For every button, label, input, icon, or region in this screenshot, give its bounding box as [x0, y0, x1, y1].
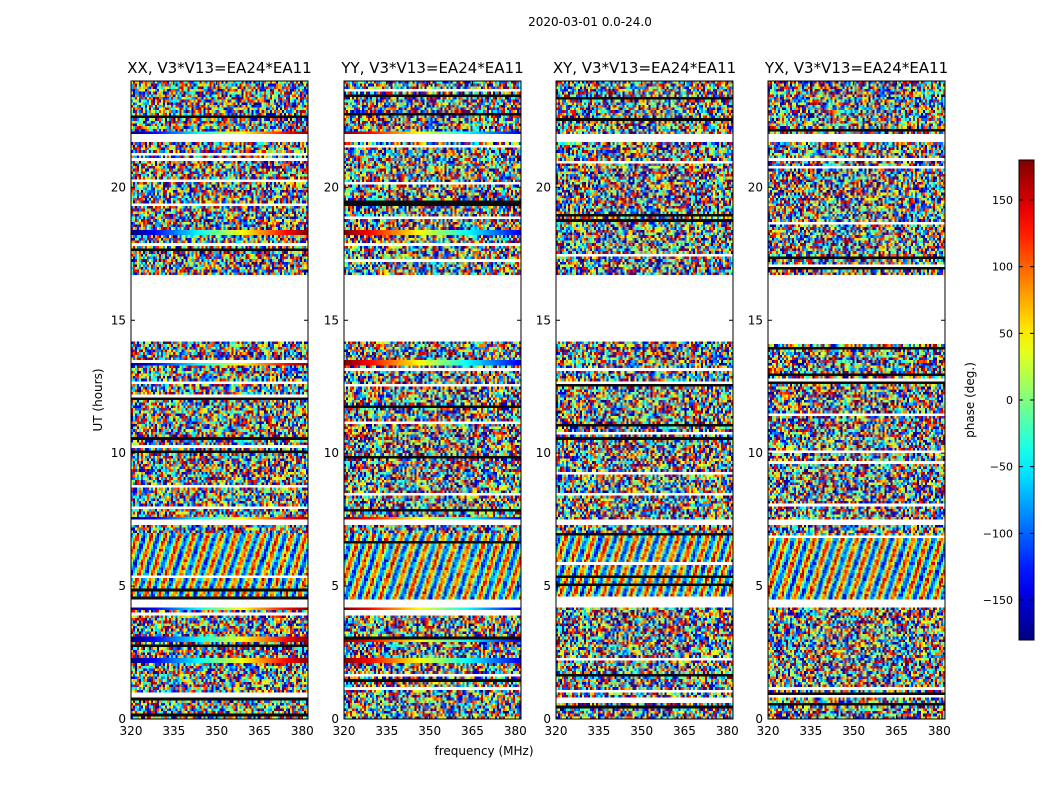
y-tick-label: 10	[324, 446, 339, 460]
y-tick-label: 0	[118, 712, 126, 726]
x-tick-label: 350	[205, 724, 228, 738]
panel-4-heatmap	[768, 81, 945, 719]
x-tick-label: 350	[418, 724, 441, 738]
x-tick-label: 320	[120, 724, 143, 738]
panel-1-frame	[130, 80, 309, 720]
y-tick-label: 5	[543, 579, 551, 593]
panel-2: YY, V3*V13=EA24*EA11 320 335 350 365 380 0 5 10 1…	[324, 59, 527, 738]
y-tick-label: 5	[331, 579, 339, 593]
panel-3-heatmap	[556, 81, 733, 719]
y-axis-label: UT (hours)	[91, 368, 105, 431]
x-tick-label: 335	[587, 724, 610, 738]
y-tick-label: 15	[748, 313, 763, 327]
colorbar-tick-label: −100	[983, 527, 1013, 540]
panel-1-title: XX, V3*V13=EA24*EA11	[127, 59, 311, 77]
panel-2-heatmap	[344, 81, 521, 719]
panel-3-title: XY, V3*V13=EA24*EA11	[553, 59, 736, 77]
y-tick-label: 10	[111, 446, 126, 460]
x-tick-label: 320	[545, 724, 568, 738]
panels-group: XX, V3*V13=EA24*EA11 320 335 350 365 380 0 5 10 1…	[111, 59, 951, 738]
y-tick-label: 5	[118, 579, 126, 593]
y-tick-label: 5	[755, 579, 763, 593]
colorbar: −150 −100 −50 0 50 100 150	[983, 159, 1035, 641]
y-tick-label: 15	[536, 313, 551, 327]
x-tick-label: 365	[885, 724, 908, 738]
panel-3-frame	[555, 80, 734, 720]
x-axis-label: frequency (MHz)	[434, 744, 533, 758]
colorbar-tick-label: 0	[1006, 394, 1013, 407]
panel-4-frame	[767, 80, 946, 720]
y-tick-label: 10	[536, 446, 551, 460]
panel-3: XY, V3*V13=EA24*EA11 320 335 350 365 380 0 5 10 1…	[536, 59, 739, 738]
x-tick-label: 335	[162, 724, 185, 738]
x-tick-label: 380	[716, 724, 739, 738]
x-tick-label: 380	[291, 724, 314, 738]
y-tick-label: 20	[324, 180, 339, 194]
x-tick-label: 365	[673, 724, 696, 738]
colorbar-tick-label: 150	[992, 194, 1013, 207]
y-tick-label: 20	[748, 180, 763, 194]
colorbar-tick-label: 50	[999, 327, 1013, 340]
x-tick-label: 365	[461, 724, 484, 738]
panel-1-heatmap	[131, 81, 308, 719]
y-tick-label: 10	[748, 446, 763, 460]
y-tick-label: 0	[543, 712, 551, 726]
x-tick-label: 365	[248, 724, 271, 738]
colorbar-tick-label: −50	[990, 461, 1013, 474]
y-tick-label: 0	[755, 712, 763, 726]
panel-4-title: YX, V3*V13=EA24*EA11	[764, 59, 948, 77]
colorbar-tick-label: 100	[992, 261, 1013, 274]
figure-suptitle: 2020-03-01 0.0-24.0	[528, 15, 652, 29]
y-tick-label: 15	[111, 313, 126, 327]
panel-2-title: YY, V3*V13=EA24*EA11	[340, 59, 523, 77]
y-tick-label: 0	[331, 712, 339, 726]
panel-2-frame	[343, 80, 522, 720]
y-tick-label: 20	[111, 180, 126, 194]
x-tick-label: 320	[333, 724, 356, 738]
x-tick-label: 335	[799, 724, 822, 738]
y-tick-label: 15	[324, 313, 339, 327]
panel-1: XX, V3*V13=EA24*EA11 320 335 350 365 380 0 5 10 1…	[111, 59, 314, 738]
x-tick-label: 350	[630, 724, 653, 738]
x-tick-label: 320	[757, 724, 780, 738]
colorbar-label: phase (deg.)	[963, 362, 977, 438]
x-tick-label: 350	[842, 724, 865, 738]
x-tick-label: 380	[928, 724, 951, 738]
x-tick-label: 380	[504, 724, 527, 738]
x-tick-label: 335	[375, 724, 398, 738]
y-tick-label: 20	[536, 180, 551, 194]
panel-4: YX, V3*V13=EA24*EA11 320 335 350 365 380 0 5 10 1…	[748, 59, 951, 738]
colorbar-tick-label: −150	[983, 594, 1013, 607]
